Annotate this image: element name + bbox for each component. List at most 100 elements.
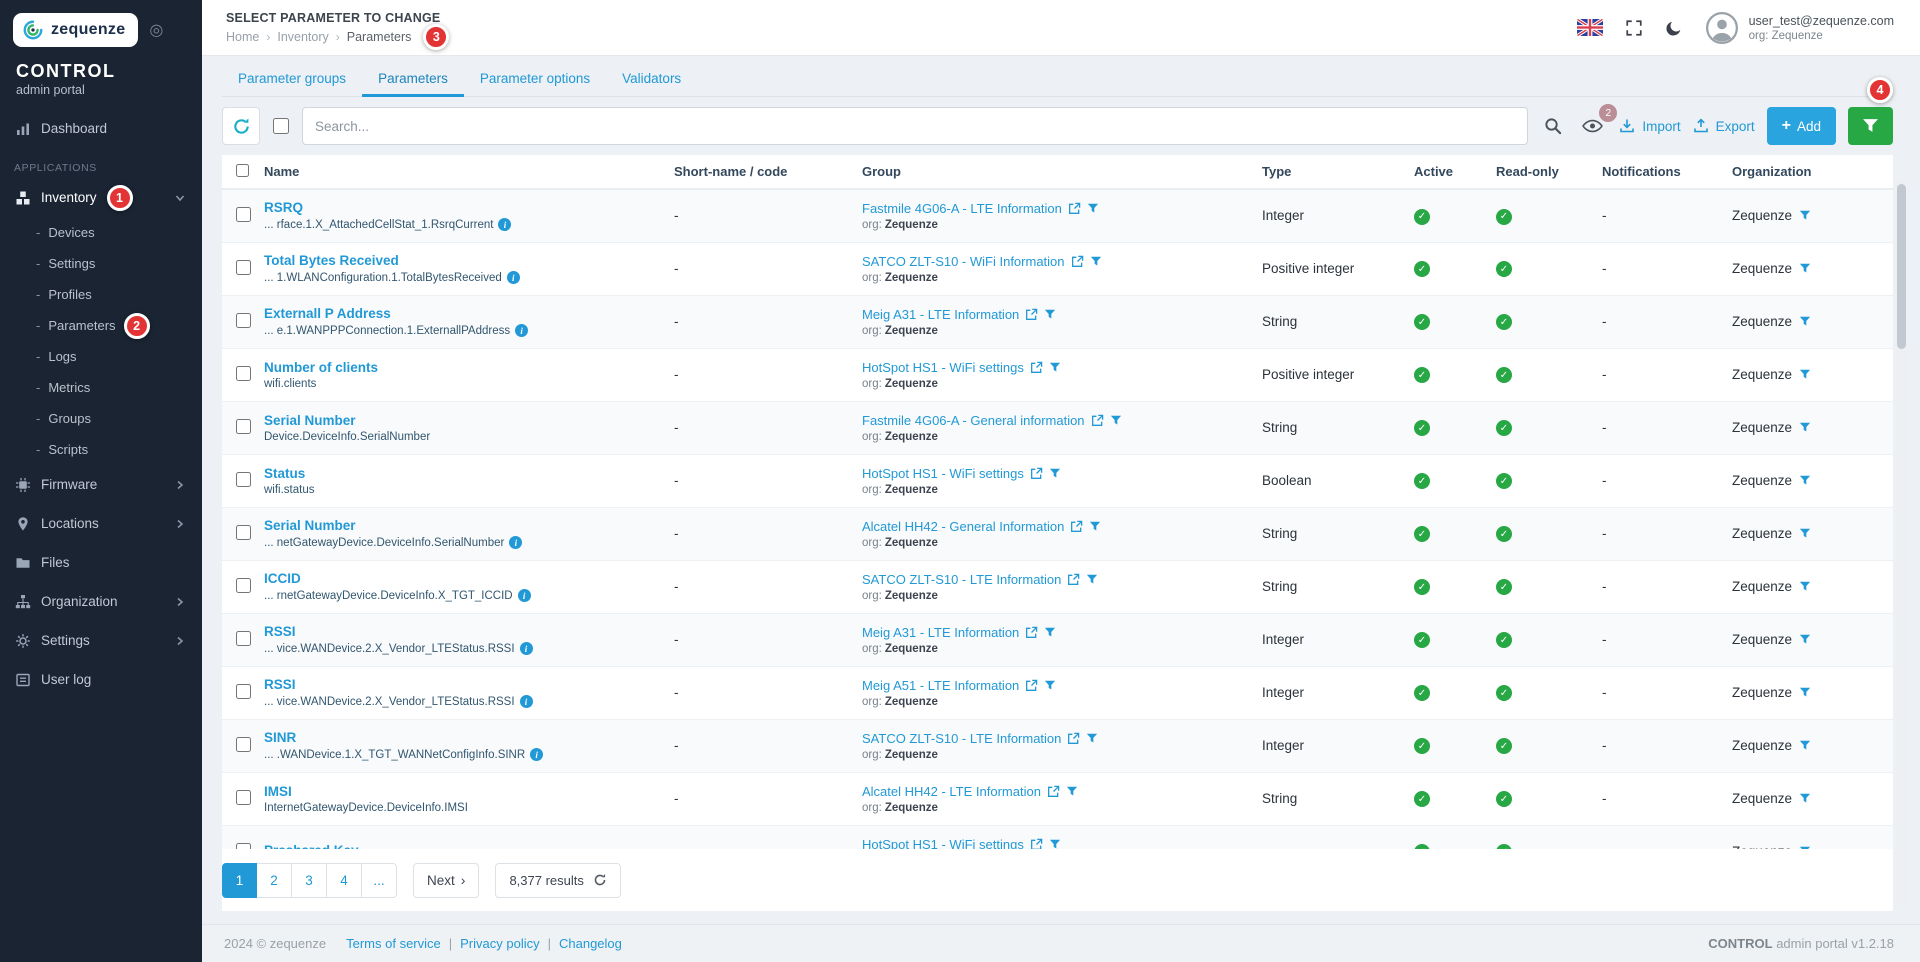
parameter-name-link[interactable]: Number of clients (264, 359, 379, 375)
tab-parameter-groups[interactable]: Parameter groups (238, 71, 347, 86)
column-header-type[interactable]: Type (1262, 155, 1414, 190)
tab-validators[interactable]: Validators (622, 71, 682, 86)
results-count-button[interactable]: 8,377 results (495, 862, 621, 898)
group-filter-funnel-icon[interactable] (1049, 468, 1061, 479)
table-row[interactable]: RSSI ... vice.WANDevice.2.X_Vendor_LTESt… (222, 666, 1893, 720)
refresh-button[interactable] (222, 107, 260, 145)
parameter-name-link[interactable]: Status (264, 465, 306, 481)
group-link[interactable]: Meig A51 - LTE Information (862, 677, 1020, 693)
parameter-name-link[interactable]: RSSI (264, 677, 296, 692)
filter-button[interactable] (1848, 107, 1893, 145)
table-row[interactable]: RSRQ ... rface.1.X_AttachedCellStat_1.Rs… (222, 189, 1893, 243)
table-row[interactable]: RSSI ... vice.WANDevice.2.X_Vendor_LTESt… (222, 613, 1893, 667)
table-row[interactable]: Preshared Key i HotSpot HS1 - W (222, 825, 1893, 849)
table-row[interactable]: Total Bytes Received ... 1.WLANConfigura… (222, 242, 1893, 296)
group-link[interactable]: HotSpot HS1 - WiFi settings (862, 465, 1024, 481)
sidebar-pin-icon[interactable]: ◎ (149, 22, 164, 39)
organization-filter-funnel-icon[interactable] (1799, 740, 1811, 751)
group-filter-funnel-icon[interactable] (1110, 415, 1122, 426)
organization-filter-funnel-icon[interactable] (1799, 581, 1811, 592)
group-link[interactable]: Meig A31 - LTE Information (862, 306, 1020, 322)
info-icon[interactable]: i (519, 695, 533, 708)
info-icon[interactable]: i (509, 536, 523, 549)
group-filter-funnel-icon[interactable] (1087, 203, 1099, 214)
table-row[interactable]: SINR ... .WANDevice.1.X_TGT_WANNetConfig… (222, 719, 1893, 773)
row-checkbox[interactable] (236, 206, 251, 222)
group-link[interactable]: Meig A31 - LTE Information (862, 624, 1020, 640)
external-link-icon[interactable] (1047, 785, 1060, 798)
organization-filter-funnel-icon[interactable] (1799, 687, 1811, 698)
table-row[interactable]: IMSI InternetGatewayDevice.DeviceInfo.IM… (222, 772, 1893, 826)
row-checkbox[interactable] (236, 418, 251, 434)
user-menu[interactable]: user_test@zequenze.com org: Zequenze (1705, 11, 1894, 45)
page-button-2[interactable]: 2 (257, 862, 292, 898)
sidebar-item-logs[interactable]: - Logs (0, 341, 202, 372)
sidebar-item-scripts[interactable]: - Scripts (0, 434, 202, 465)
sidebar-item-files[interactable]: Files (0, 543, 202, 582)
organization-filter-funnel-icon[interactable] (1799, 846, 1811, 849)
group-filter-funnel-icon[interactable] (1044, 627, 1056, 638)
external-link-icon[interactable] (1025, 679, 1038, 692)
fullscreen-button[interactable] (1625, 19, 1643, 37)
organization-filter-funnel-icon[interactable] (1799, 210, 1811, 221)
group-link[interactable]: Fastmile 4G06-A - LTE Information (862, 200, 1062, 216)
table-row[interactable]: Externall P Address ... e.1.WANPPPConnec… (222, 295, 1893, 349)
group-link[interactable]: HotSpot HS1 - WiFi settings (862, 359, 1024, 375)
changelog-link[interactable]: Changelog (559, 936, 622, 951)
sidebar-item-dashboard[interactable]: Dashboard (0, 109, 202, 148)
group-filter-funnel-icon[interactable] (1049, 362, 1061, 373)
group-filter-funnel-icon[interactable] (1086, 574, 1098, 585)
column-header-read-only[interactable]: Read-only (1496, 155, 1602, 190)
sidebar-item-settings-sub[interactable]: - Settings (0, 248, 202, 279)
organization-filter-funnel-icon[interactable] (1799, 528, 1811, 539)
sidebar-item-groups[interactable]: - Groups (0, 403, 202, 434)
language-flag-button[interactable] (1576, 19, 1603, 36)
export-button[interactable]: Export (1693, 118, 1755, 134)
page-button-ellipsis[interactable]: ... (362, 862, 397, 898)
external-link-icon[interactable] (1030, 361, 1043, 374)
organization-filter-funnel-icon[interactable] (1799, 422, 1811, 433)
sidebar-item-inventory[interactable]: Inventory 1 (0, 178, 202, 217)
tab-parameters[interactable]: Parameters (362, 62, 464, 97)
breadcrumb-inventory[interactable]: Inventory (277, 29, 329, 44)
row-checkbox[interactable] (236, 577, 251, 593)
sidebar-item-firmware[interactable]: Firmware (0, 465, 202, 504)
scrollbar-track[interactable] (1897, 180, 1906, 904)
sidebar-item-profiles[interactable]: - Profiles (0, 279, 202, 310)
column-header-active[interactable]: Active (1414, 155, 1496, 190)
group-filter-funnel-icon[interactable] (1086, 733, 1098, 744)
external-link-icon[interactable] (1067, 732, 1080, 745)
sidebar-item-locations[interactable]: Locations (0, 504, 202, 543)
column-visibility-button[interactable]: 2 (1578, 104, 1618, 138)
parameter-name-link[interactable]: SINR (264, 730, 297, 745)
row-checkbox[interactable] (236, 312, 251, 328)
select-all-checkbox[interactable] (236, 163, 249, 177)
privacy-link[interactable]: Privacy policy (460, 936, 540, 951)
info-icon[interactable]: i (515, 324, 529, 337)
info-icon[interactable]: i (530, 748, 544, 761)
group-filter-funnel-icon[interactable] (1090, 256, 1102, 267)
group-filter-funnel-icon[interactable] (1066, 786, 1078, 797)
external-link-icon[interactable] (1067, 573, 1080, 586)
search-button[interactable] (1540, 113, 1566, 139)
external-link-icon[interactable] (1025, 626, 1038, 639)
parameter-name-link[interactable]: RSSI (264, 624, 296, 639)
row-checkbox[interactable] (236, 842, 251, 849)
parameter-name-link[interactable]: Serial Number (264, 518, 356, 533)
select-all-toolbar-checkbox[interactable] (273, 118, 289, 134)
column-header-notifications[interactable]: Notifications (1602, 155, 1732, 190)
info-icon[interactable]: i (498, 218, 512, 232)
row-checkbox[interactable] (236, 524, 251, 540)
row-checkbox[interactable] (236, 630, 251, 646)
parameter-name-link[interactable]: Preshared Key (264, 843, 664, 850)
group-link[interactable]: SATCO ZLT-S10 - LTE Information (862, 571, 1062, 587)
scrollbar-thumb[interactable] (1897, 184, 1906, 349)
organization-filter-funnel-icon[interactable] (1799, 263, 1811, 274)
group-filter-funnel-icon[interactable] (1044, 309, 1056, 320)
external-link-icon[interactable] (1070, 520, 1083, 533)
parameter-name-link[interactable]: RSRQ (264, 200, 304, 216)
group-filter-funnel-icon[interactable] (1049, 839, 1061, 850)
external-link-icon[interactable] (1071, 255, 1084, 268)
sidebar-item-organization[interactable]: Organization (0, 582, 202, 621)
group-filter-funnel-icon[interactable] (1044, 680, 1056, 691)
